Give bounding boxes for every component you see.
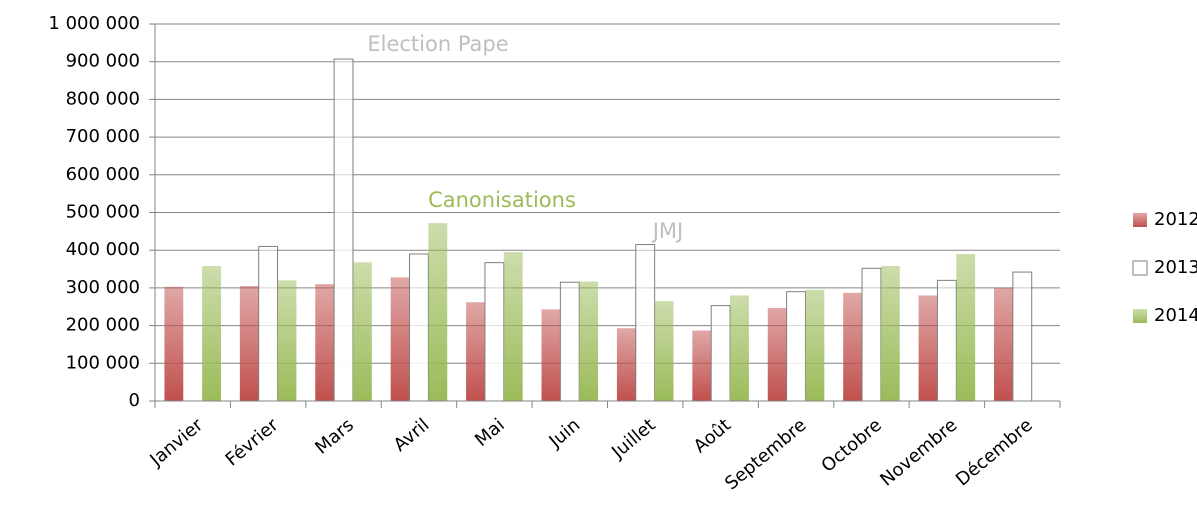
bar — [635, 244, 656, 402]
legend-swatch — [1133, 213, 1147, 227]
bar — [352, 262, 372, 401]
x-tick-label: Mai — [471, 415, 509, 451]
bar — [466, 302, 485, 401]
bar — [918, 295, 938, 401]
x-tick-label: Avril — [390, 415, 434, 456]
bar — [843, 292, 863, 401]
y-tick-label: 400 000 — [66, 239, 140, 260]
y-tick-label: 700 000 — [66, 126, 140, 147]
bar — [994, 287, 1013, 401]
annotation: Election Pape — [367, 32, 508, 56]
y-tick-label: 200 000 — [66, 315, 140, 336]
bar — [333, 58, 354, 402]
bar — [390, 277, 410, 401]
bar — [277, 280, 297, 401]
bar — [258, 245, 279, 402]
x-tick-label: Janvier — [145, 414, 207, 471]
bar — [956, 253, 976, 401]
x-tick-label: Juin — [545, 415, 585, 453]
annotation: Canonisations — [428, 188, 576, 212]
y-tick-label: 500 000 — [66, 202, 140, 223]
bar — [880, 266, 900, 401]
x-tick-label: Mars — [311, 415, 358, 459]
x-tick-label: Février — [222, 414, 283, 470]
bar — [767, 307, 787, 401]
legend-label: 2014 — [1154, 305, 1197, 326]
bar — [692, 330, 712, 401]
legend-swatch — [1133, 309, 1147, 323]
bar — [805, 289, 825, 401]
bar — [484, 262, 505, 402]
bar — [428, 223, 448, 401]
y-tick-label: 1 000 000 — [48, 13, 140, 34]
y-tick-label: 900 000 — [66, 51, 140, 72]
legend-label: 2013 — [1154, 257, 1197, 278]
x-tick-label: Juillet — [607, 415, 659, 464]
y-tick-label: 0 — [129, 390, 140, 411]
bar — [315, 284, 335, 401]
bar — [1012, 271, 1033, 402]
legend-label: 2012 — [1154, 209, 1197, 230]
bar — [503, 252, 523, 401]
bar — [786, 291, 806, 402]
bar — [730, 295, 749, 401]
bar — [541, 309, 561, 401]
bar — [579, 281, 599, 401]
y-tick-label: 300 000 — [66, 277, 140, 298]
bar — [409, 253, 429, 402]
bar — [710, 305, 731, 402]
y-tick-label: 800 000 — [66, 88, 140, 109]
y-tick-label: 600 000 — [66, 164, 140, 185]
x-tick-label: Novembre — [876, 415, 961, 491]
bar — [936, 279, 957, 402]
x-tick-label: Septembre — [721, 415, 810, 495]
bar — [861, 267, 882, 402]
bar — [616, 328, 636, 401]
bar — [239, 286, 259, 401]
bar — [202, 266, 221, 401]
x-tick-label: Décembre — [952, 415, 1037, 491]
bar — [654, 301, 674, 401]
x-tick-label: Octobre — [818, 415, 886, 477]
legend-swatch — [1132, 260, 1148, 276]
annotation: JMJ — [651, 219, 684, 243]
bar — [164, 286, 184, 401]
y-tick-label: 100 000 — [66, 352, 140, 373]
x-tick-label: Août — [690, 415, 735, 458]
bar — [559, 281, 580, 402]
